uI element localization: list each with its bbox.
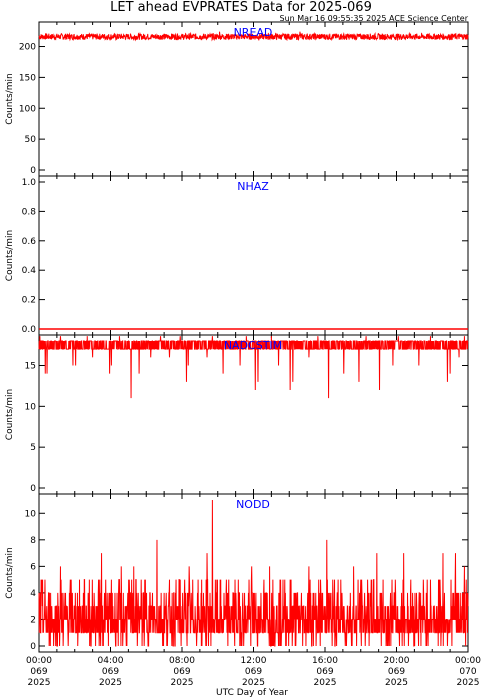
x-tick-label: 069 <box>316 667 333 677</box>
x-tick-label: 2025 <box>171 678 194 688</box>
x-tick-label: 2025 <box>99 678 122 688</box>
y-tick-label: 50 <box>25 135 37 145</box>
panels: 050100150200Counts/minNREAD0.00.20.40.60… <box>5 21 469 653</box>
panel-frame <box>38 334 469 495</box>
series-line-nodd <box>38 499 469 647</box>
y-axis-label: Counts/min <box>5 547 15 598</box>
x-tick-label: 069 <box>102 667 119 677</box>
series-label: NODD <box>236 498 270 511</box>
y-tick-label: 0 <box>30 484 36 494</box>
y-tick-label: 0 <box>30 166 36 176</box>
series-label: NHAZ <box>237 180 269 193</box>
panel-nhaz: 0.0 0.2 0.4 0.6 0.8 1.0 Counts/min NHAZ <box>5 175 469 336</box>
panel-frame <box>38 175 469 336</box>
panel-nadcstim: 0 5 10 15 Counts/min NADCSTIM <box>5 334 469 495</box>
panel-nread: 0 50 100 150 200 Counts/min NREAD <box>5 21 469 177</box>
x-tick-label: 12:00 <box>241 656 267 666</box>
y-tick-label: 0.2 <box>22 296 36 306</box>
x-tick-label: 070 <box>459 667 476 677</box>
y-tick-label: 15 <box>25 362 36 372</box>
x-tick-label: 2025 <box>28 678 51 688</box>
chart-title: LET ahead EVPRATES Data for 2025-069 <box>110 0 372 15</box>
y-tick-label: 4 <box>30 589 36 599</box>
timestamp: Sun Mar 16 09:55:35 2025 ACE Science Cen… <box>280 14 469 23</box>
x-tick-label: 069 <box>173 667 190 677</box>
x-tick-label: 2025 <box>314 678 337 688</box>
x-tick-label: 069 <box>388 667 405 677</box>
y-tick-label: 0 <box>30 642 36 652</box>
y-tick-label: 2 <box>30 615 36 625</box>
y-tick-label: 150 <box>19 73 36 83</box>
y-tick-label: 1.0 <box>22 178 37 188</box>
series-line-nread <box>38 31 469 42</box>
series-line-nadcstim <box>38 336 469 399</box>
y-tick-label: 0.6 <box>22 237 37 247</box>
series-label: NADCSTIM <box>224 339 282 352</box>
y-axis-label: Counts/min <box>5 389 15 440</box>
panel-frame <box>38 21 469 177</box>
x-tick-label: 069 <box>245 667 262 677</box>
x-tick-label: 08:00 <box>169 656 195 666</box>
y-axis-label: Counts/min <box>5 73 15 124</box>
x-axis-tick-labels: 00:00069202504:00069202508:00069202512:0… <box>26 656 481 688</box>
x-axis-label: UTC Day of Year <box>216 688 288 698</box>
y-tick-label: 10 <box>25 509 37 519</box>
x-tick-label: 16:00 <box>312 656 338 666</box>
x-tick-label: 00:00 <box>26 656 52 666</box>
x-tick-label: 04:00 <box>98 656 124 666</box>
y-tick-label: 0.8 <box>22 207 37 217</box>
x-tick-label: 2025 <box>457 678 480 688</box>
x-tick-label: 20:00 <box>384 656 410 666</box>
x-tick-label: 2025 <box>242 678 265 688</box>
y-axis-label: Counts/min <box>5 230 15 281</box>
x-tick-label: 00:00 <box>455 656 481 666</box>
x-tick-label: 069 <box>30 667 47 677</box>
panel-nodd: 0 2 4 6 8 10 Counts/min NODD <box>5 493 469 653</box>
y-tick-label: 10 <box>25 402 37 412</box>
y-tick-label: 8 <box>30 536 36 546</box>
y-tick-label: 6 <box>30 562 36 572</box>
y-tick-label: 0.0 <box>22 325 37 335</box>
y-tick-label: 5 <box>30 443 36 453</box>
y-tick-label: 200 <box>19 43 36 53</box>
y-tick-label: 0.4 <box>22 266 37 276</box>
series-label: NREAD <box>234 26 273 39</box>
x-tick-label: 2025 <box>385 678 408 688</box>
y-tick-label: 100 <box>19 104 36 114</box>
